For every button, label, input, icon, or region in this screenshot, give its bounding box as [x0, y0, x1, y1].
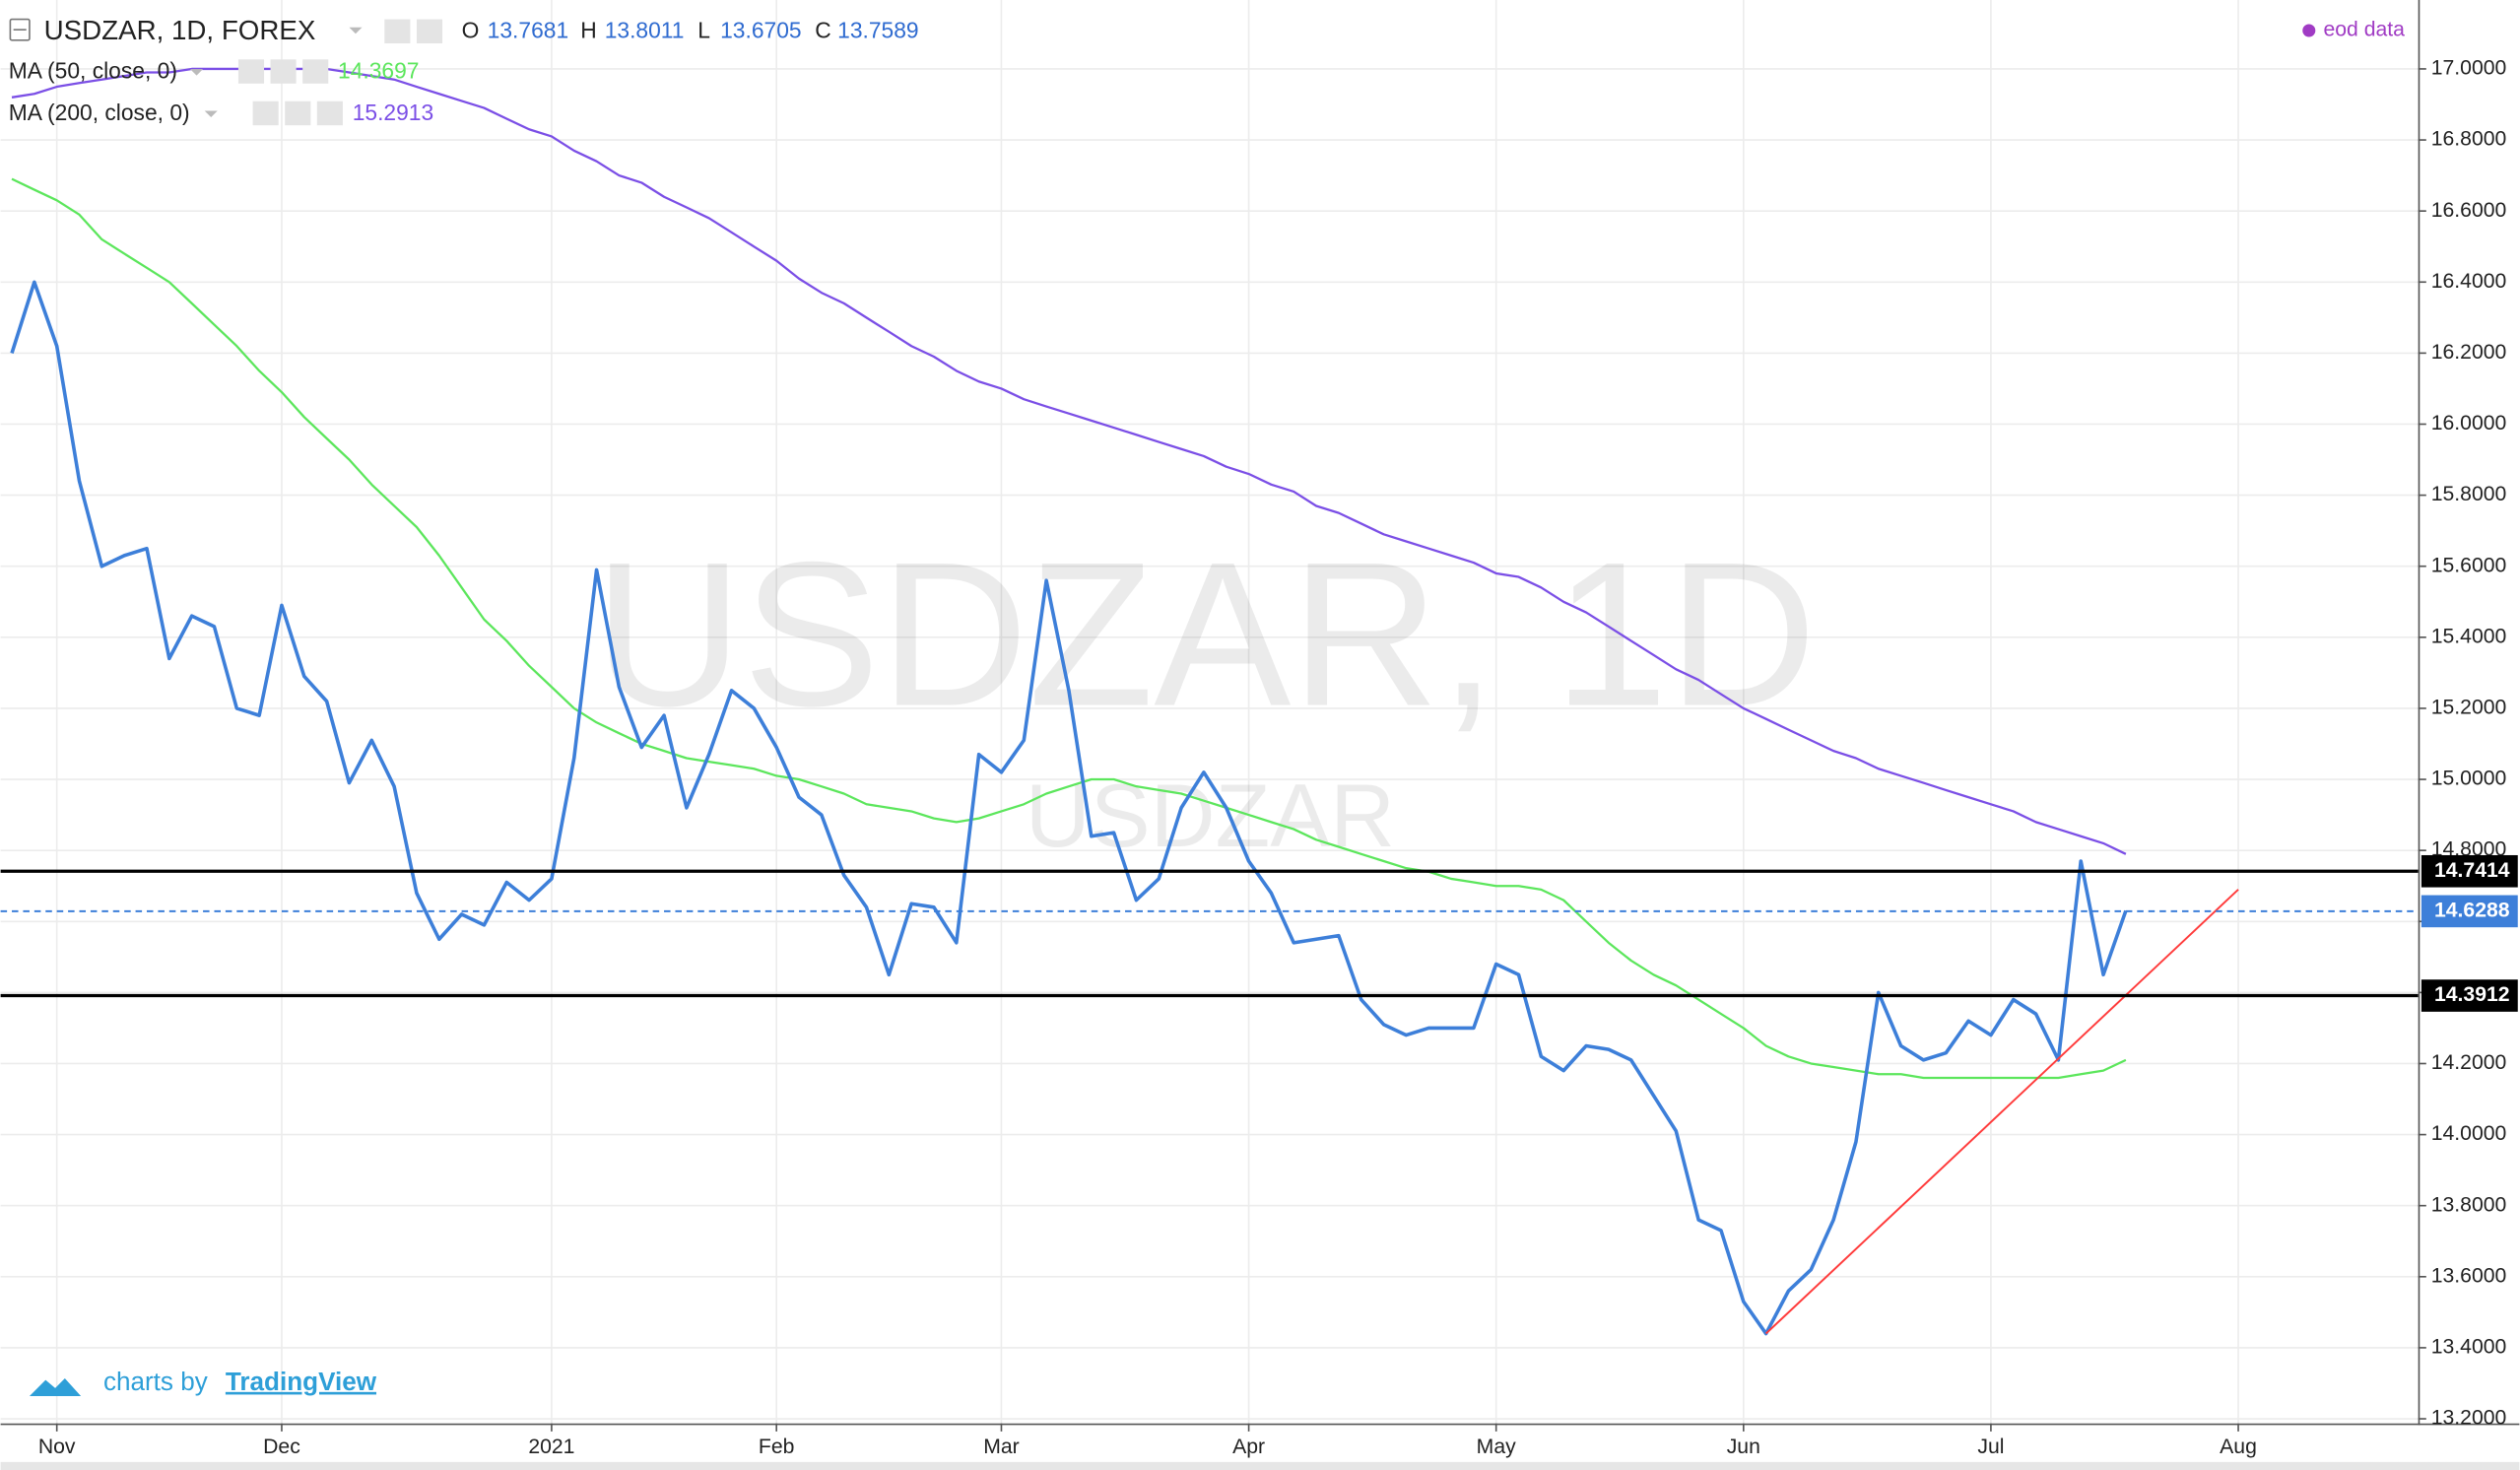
y-tick-label: 15.4000 [2431, 625, 2507, 647]
symbol-title: USDZAR, 1D, FOREX [44, 15, 316, 45]
y-tick-label: 15.0000 [2431, 768, 2507, 790]
watermark: USDZAR, 1D [594, 520, 1817, 750]
settings-icon[interactable] [416, 19, 443, 44]
x-tick-label: Dec [263, 1436, 300, 1458]
legend-icon[interactable] [302, 59, 329, 84]
legend-icon[interactable] [252, 100, 279, 126]
ohlc-value: 13.6705 [720, 18, 801, 43]
level-label-box [2421, 979, 2518, 1012]
legend-icon[interactable] [316, 100, 343, 126]
y-tick-label: 16.6000 [2431, 199, 2507, 222]
y-tick-label: 13.2000 [2431, 1407, 2507, 1430]
legend-dropdown[interactable] [204, 110, 218, 118]
credit-text: charts by [103, 1367, 208, 1396]
level-label: 14.7414 [2434, 859, 2510, 882]
ohlc-label: L [697, 18, 710, 43]
brand-link[interactable]: TradingView [226, 1367, 377, 1396]
legend-icon[interactable] [237, 59, 265, 84]
level-label-box [2421, 854, 2518, 888]
x-tick-label: Nov [38, 1436, 76, 1458]
x-tick-label: Feb [759, 1436, 795, 1458]
y-tick-label: 15.6000 [2431, 554, 2507, 576]
ohlc-value: 13.8011 [605, 18, 685, 43]
x-tick-label: 2021 [528, 1436, 574, 1458]
legend-icon[interactable] [285, 100, 311, 126]
x-tick-label: Apr [1232, 1436, 1265, 1458]
level-label-box [2421, 895, 2518, 928]
bottom-strip [0, 1461, 2520, 1470]
ohlc-label: C [815, 18, 830, 43]
y-tick-label: 16.0000 [2431, 412, 2507, 434]
source-label: eod data [2323, 19, 2405, 41]
legend-value: 14.3697 [338, 57, 419, 83]
x-tick-label: Jun [1727, 1436, 1760, 1458]
x-tick-label: May [1477, 1436, 1516, 1458]
trend-line [1764, 889, 2239, 1335]
header-values: O 13.7681 H 13.8011 L 13.6705 C 13.7589 MA (50, … [9, 18, 919, 126]
y-tick-label: 13.8000 [2431, 1193, 2507, 1216]
y-tick-label: 14.0000 [2431, 1122, 2507, 1145]
x-tick-label: Mar [983, 1436, 1020, 1458]
y-tick-label: 16.2000 [2431, 341, 2507, 364]
collapse-icon[interactable] [9, 18, 31, 41]
x-tick-label: Jul [1977, 1436, 2004, 1458]
legend-name: MA (50, close, 0) [9, 57, 177, 83]
level-label: 14.6288 [2434, 899, 2510, 921]
source-dot [2302, 24, 2316, 37]
x-tick-label: Aug [2220, 1436, 2257, 1458]
dropdown-arrow[interactable] [349, 27, 363, 34]
legend-dropdown[interactable] [190, 69, 204, 76]
marks [0, 67, 2419, 1336]
ohlc-label: O [462, 18, 480, 43]
ma-line [11, 177, 2127, 1080]
ma-line [11, 67, 2127, 855]
price-line [10, 280, 2128, 1336]
level-label: 14.3912 [2434, 983, 2510, 1006]
y-tick-label: 13.6000 [2431, 1264, 2507, 1287]
y-tick-label: 15.2000 [2431, 697, 2507, 719]
y-tick-label: 16.4000 [2431, 270, 2507, 293]
axes: 13.2000 13.4000 13.6000 13.8000 14.0000 14.20… [38, 57, 2518, 1458]
ohlc-value: 13.7589 [837, 18, 918, 43]
y-tick-label: 13.4000 [2431, 1336, 2507, 1359]
legend-name: MA (200, close, 0) [9, 100, 190, 125]
legend-value: 15.2913 [353, 100, 433, 125]
logo-icon [29, 1378, 82, 1396]
y-tick-label: 14.2000 [2431, 1051, 2507, 1074]
y-tick-label: 16.8000 [2431, 128, 2507, 151]
ohlc-label: H [580, 18, 596, 43]
eye-icon[interactable] [384, 19, 411, 44]
ohlc-value: 13.7681 [488, 18, 568, 43]
legend-icon[interactable] [270, 59, 297, 84]
y-tick-label: 15.8000 [2431, 483, 2507, 505]
price-axis-band [2420, 0, 2520, 1426]
y-tick-label: 17.0000 [2431, 57, 2507, 80]
